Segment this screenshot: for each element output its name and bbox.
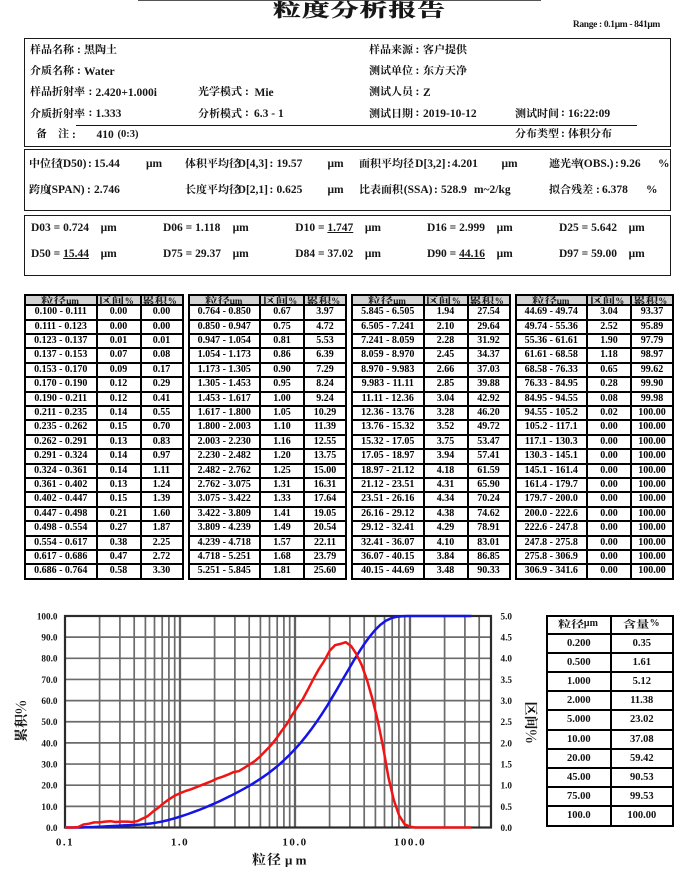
svg-text:60.0: 60.0 (41, 696, 57, 706)
svg-text:10.0: 10.0 (41, 802, 57, 812)
svg-text:3.5: 3.5 (501, 675, 513, 685)
svg-text:100.0: 100.0 (37, 611, 58, 621)
svg-text:10.0: 10.0 (282, 837, 307, 849)
svg-text:0.0: 0.0 (501, 823, 513, 833)
svg-text:4.0: 4.0 (501, 654, 513, 664)
svg-text:3.0: 3.0 (501, 696, 513, 706)
svg-text:2.5: 2.5 (501, 717, 513, 727)
svg-text:40.0: 40.0 (41, 738, 57, 748)
svg-text:30.0: 30.0 (41, 759, 57, 769)
svg-text:0.1: 0.1 (56, 837, 74, 849)
svg-text:100.0: 100.0 (394, 837, 426, 849)
svg-text:4.5: 4.5 (501, 633, 513, 643)
svg-text:80.0: 80.0 (41, 654, 57, 664)
svg-text:0.5: 0.5 (501, 802, 513, 812)
svg-text:20.0: 20.0 (41, 781, 57, 791)
svg-text:2.0: 2.0 (501, 738, 513, 748)
svg-text:1.0: 1.0 (171, 837, 189, 849)
svg-text:0.0: 0.0 (46, 823, 58, 833)
svg-text:5.0: 5.0 (501, 611, 513, 621)
svg-text:70.0: 70.0 (41, 675, 57, 685)
svg-text:μ m: μ m (285, 853, 307, 868)
svg-text:90.0: 90.0 (41, 633, 57, 643)
svg-text:50.0: 50.0 (41, 717, 57, 727)
svg-text:1.0: 1.0 (501, 781, 513, 791)
svg-text:1.5: 1.5 (501, 759, 513, 769)
